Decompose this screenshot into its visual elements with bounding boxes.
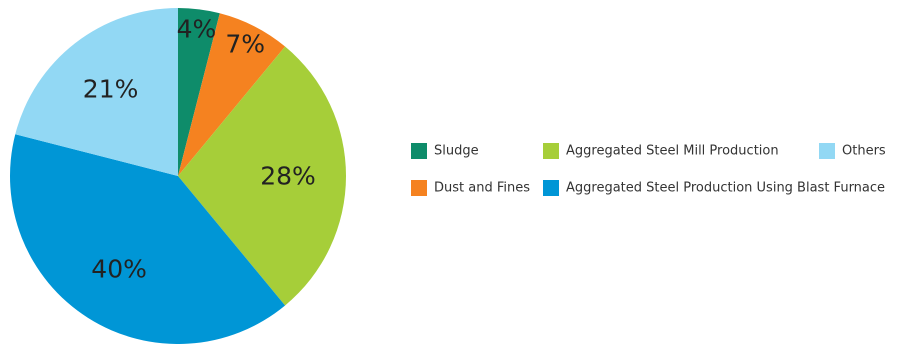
legend-item-dust-and-fines: Dust and Fines — [411, 180, 530, 196]
slice-label-others: 21% — [83, 75, 139, 104]
legend-item-others: Others — [819, 143, 886, 159]
pie-slices — [10, 8, 347, 344]
legend-label-others: Others — [842, 144, 886, 159]
legend-swatch-aggregated-steel-production-using-blast-furnace — [543, 180, 559, 196]
slice-label-aggregated-steel-production-using-blast-furnace: 40% — [91, 254, 147, 283]
slice-label-sludge: 4% — [177, 15, 217, 44]
legend-item-aggregated-steel-mill-production: Aggregated Steel Mill Production — [543, 143, 779, 159]
pie-slice-aggregated-steel-production-using-blast-furnace — [10, 134, 286, 344]
pie-slice-dust-and-fines — [178, 13, 286, 177]
legend-item-aggregated-steel-production-using-blast-furnace: Aggregated Steel Production Using Blast … — [543, 180, 885, 196]
pie-slice-others — [15, 8, 179, 176]
pie-slice-labels: 4% 7% 28% 40% 21% — [83, 15, 316, 284]
legend-swatch-others — [819, 143, 835, 159]
pie-slice-sludge — [178, 8, 220, 176]
legend-label-sludge: Sludge — [434, 144, 479, 159]
legend: Sludge Dust and Fines Aggregated Steel Mil… — [411, 143, 886, 196]
legend-item-sludge: Sludge — [411, 143, 479, 159]
legend-swatch-dust-and-fines — [411, 180, 427, 196]
legend-label-aggregated-steel-production-using-blast-furnace: Aggregated Steel Production Using Blast … — [566, 181, 885, 196]
legend-swatch-sludge — [411, 143, 427, 159]
slice-label-aggregated-steel-mill-production: 28% — [260, 162, 316, 191]
legend-label-aggregated-steel-mill-production: Aggregated Steel Mill Production — [566, 144, 779, 159]
legend-swatch-aggregated-steel-mill-production — [543, 143, 559, 159]
pie-slice-aggregated-steel-mill-production — [178, 46, 347, 306]
slice-label-dust-and-fines: 7% — [225, 30, 265, 59]
legend-label-dust-and-fines: Dust and Fines — [434, 181, 530, 196]
